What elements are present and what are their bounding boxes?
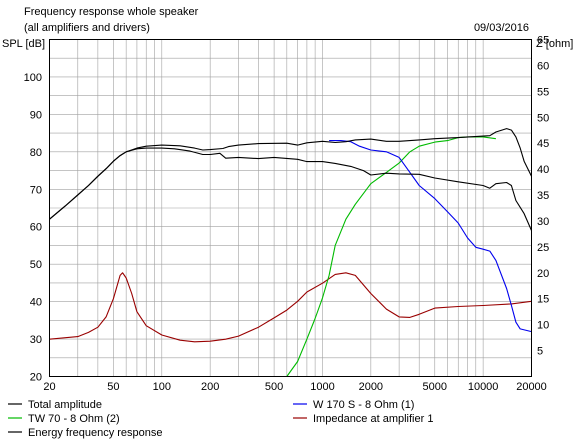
y2-tick-label: 20 bbox=[537, 268, 549, 280]
x-tick-label: 50 bbox=[107, 381, 119, 393]
y2-tick-label: 25 bbox=[537, 242, 549, 254]
series-line-w-170-s-8-ohm-1 bbox=[329, 140, 532, 333]
y-tick-label: 60 bbox=[30, 222, 42, 234]
y-tick-label: 90 bbox=[30, 109, 42, 121]
y-tick-label: 70 bbox=[30, 184, 42, 196]
y-tick-label: 30 bbox=[30, 334, 42, 346]
y2-tick-label: 30 bbox=[537, 216, 549, 228]
legend-label: Total amplitude bbox=[28, 399, 102, 411]
grid bbox=[49, 39, 532, 377]
y2-tick-label: 45 bbox=[537, 138, 549, 150]
legend-label: W 170 S - 8 Ohm (1) bbox=[313, 399, 414, 411]
x-tick-label: 20000 bbox=[516, 381, 547, 393]
legend: Total amplitude W 170 S - 8 Ohm (1) TW 70 … bbox=[8, 399, 433, 439]
y2-tick-label: 60 bbox=[537, 60, 549, 72]
chart-date: 09/03/2016 bbox=[474, 22, 529, 34]
chart-subtitle: (all amplifiers and drivers) bbox=[24, 22, 150, 34]
series-line-tw-70-8-ohm-2 bbox=[286, 136, 496, 377]
y2-tick-label: 5 bbox=[537, 346, 543, 358]
legend-label: TW 70 - 8 Ohm (2) bbox=[28, 413, 120, 425]
y-tick-label: 40 bbox=[30, 297, 42, 309]
x-tick-label: 20 bbox=[43, 381, 55, 393]
y2-tick-label: 15 bbox=[537, 294, 549, 306]
chart-title: Frequency response whole speaker bbox=[24, 6, 199, 18]
x-tick-label: 200 bbox=[201, 381, 219, 393]
y-axis-label: SPL [dB] bbox=[2, 38, 45, 50]
series-line-impedance-at-amplifier-1 bbox=[49, 272, 532, 343]
x-tick-label: 10000 bbox=[468, 381, 499, 393]
tick-labels: 20 50 100 200 500 1000 2000 5000 10000 20000 20 30 4… bbox=[24, 35, 550, 394]
x-tick-label: 1000 bbox=[310, 381, 334, 393]
y-tick-label: 50 bbox=[30, 259, 42, 271]
x-tick-label: 500 bbox=[265, 381, 283, 393]
y-tick-label: 20 bbox=[30, 372, 42, 384]
y2-tick-label: 55 bbox=[537, 86, 549, 98]
y2-tick-label: 40 bbox=[537, 164, 549, 176]
y2-tick-label: 65 bbox=[537, 35, 549, 47]
x-tick-label: 100 bbox=[153, 381, 171, 393]
x-tick-label: 5000 bbox=[423, 381, 447, 393]
legend-label: Energy frequency response bbox=[28, 427, 163, 439]
series-layer bbox=[49, 128, 533, 377]
y-tick-label: 100 bbox=[24, 72, 42, 84]
y2-tick-label: 10 bbox=[537, 320, 549, 332]
y2-tick-label: 50 bbox=[537, 112, 549, 124]
y2-axis-label: Z [ohm] bbox=[536, 38, 573, 50]
legend-label: Impedance at amplifier 1 bbox=[313, 413, 433, 425]
y-tick-label: 80 bbox=[30, 147, 42, 159]
x-tick-label: 2000 bbox=[359, 381, 383, 393]
series-line-total-amplitude bbox=[49, 128, 532, 220]
y2-tick-label: 35 bbox=[537, 190, 549, 202]
plot-frame bbox=[49, 39, 532, 377]
